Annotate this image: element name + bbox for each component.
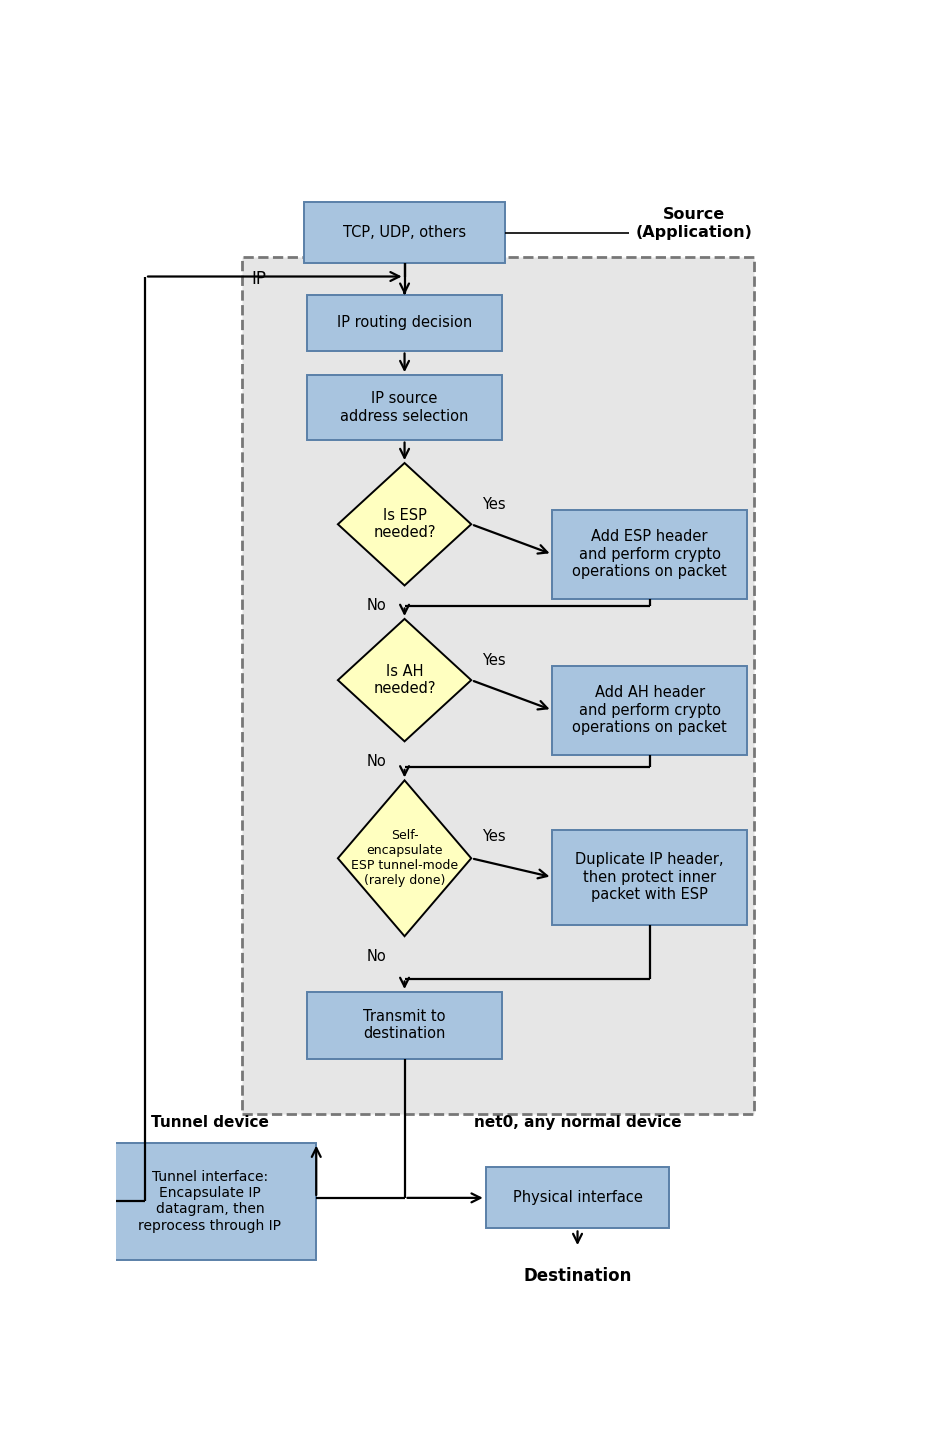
Text: Source
(Application): Source (Application) [635, 207, 752, 240]
FancyBboxPatch shape [307, 992, 502, 1058]
Text: IP source
address selection: IP source address selection [340, 390, 469, 424]
Text: Physical interface: Physical interface [512, 1190, 643, 1206]
Text: Add ESP header
and perform crypto
operations on packet: Add ESP header and perform crypto operat… [572, 529, 727, 580]
FancyBboxPatch shape [552, 830, 747, 924]
Text: IP routing decision: IP routing decision [337, 315, 472, 330]
FancyBboxPatch shape [103, 1142, 316, 1259]
Polygon shape [338, 781, 472, 936]
Text: Add AH header
and perform crypto
operations on packet: Add AH header and perform crypto operati… [572, 685, 727, 735]
Text: Yes: Yes [482, 829, 506, 843]
Text: Yes: Yes [482, 497, 506, 512]
FancyBboxPatch shape [552, 665, 747, 755]
Text: Is AH
needed?: Is AH needed? [373, 664, 436, 697]
Text: Transmit to
destination: Transmit to destination [364, 1009, 445, 1041]
FancyBboxPatch shape [552, 510, 747, 599]
FancyBboxPatch shape [307, 375, 502, 440]
Text: Duplicate IP header,
then protect inner
packet with ESP: Duplicate IP header, then protect inner … [576, 852, 724, 902]
Text: No: No [366, 753, 387, 769]
FancyBboxPatch shape [243, 257, 754, 1115]
Text: Self-
encapsulate
ESP tunnel-mode
(rarely done): Self- encapsulate ESP tunnel-mode (rarel… [351, 829, 458, 888]
Text: Yes: Yes [482, 652, 506, 668]
Text: No: No [366, 949, 387, 963]
Text: Tunnel interface:
Encapsulate IP
datagram, then
reprocess through IP: Tunnel interface: Encapsulate IP datagra… [139, 1170, 282, 1232]
Text: Is ESP
needed?: Is ESP needed? [373, 508, 436, 541]
Text: TCP, UDP, others: TCP, UDP, others [343, 226, 466, 240]
Polygon shape [338, 463, 472, 586]
Text: net0, any normal device: net0, any normal device [473, 1115, 682, 1129]
Text: IP: IP [252, 270, 267, 288]
FancyBboxPatch shape [303, 202, 506, 263]
Text: Destination: Destination [524, 1267, 631, 1285]
FancyBboxPatch shape [307, 295, 502, 350]
FancyBboxPatch shape [485, 1167, 670, 1229]
Text: No: No [366, 599, 387, 613]
Text: Tunnel device: Tunnel device [151, 1115, 269, 1129]
Polygon shape [338, 619, 472, 742]
